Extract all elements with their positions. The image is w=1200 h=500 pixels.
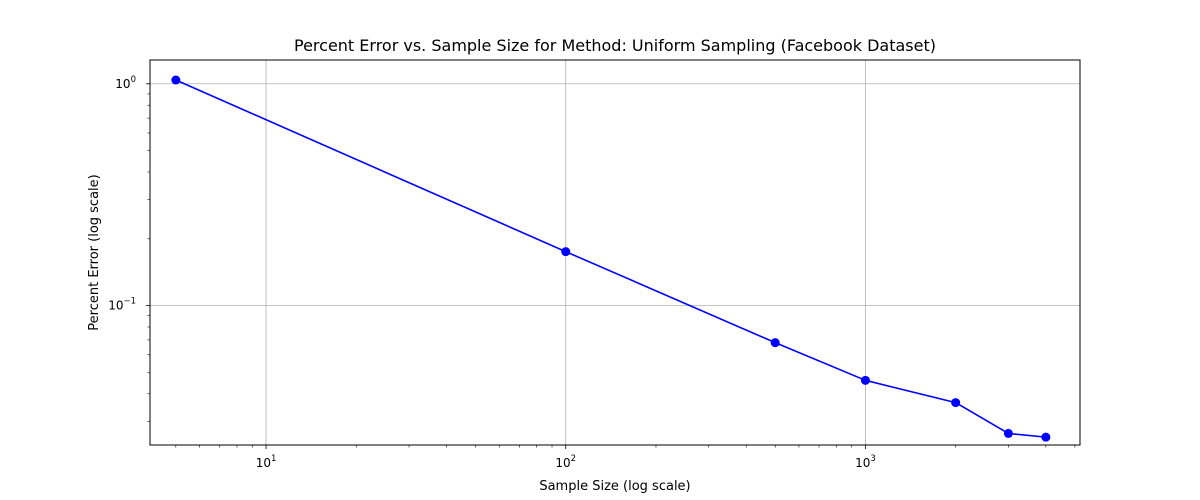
data-point [770, 338, 780, 348]
data-point [1041, 432, 1051, 442]
y-tick-label: 10−1 [108, 297, 136, 313]
y-tick-label: 100 [115, 75, 136, 91]
plot-frame [149, 59, 1081, 446]
y-axis-label: Percent Error (log scale) [87, 174, 102, 330]
x-tick-label: 101 [256, 454, 277, 470]
data-point [951, 398, 961, 408]
grid [150, 60, 1080, 445]
x-tick-label: 103 [855, 454, 876, 470]
chart-title: Percent Error vs. Sample Size for Method… [294, 36, 936, 55]
axis-ticks: 101 102 103 100 10−1 [108, 75, 1076, 470]
data-series [171, 75, 1051, 442]
x-tick-label: 102 [555, 454, 576, 470]
x-axis-label: Sample Size (log scale) [539, 479, 690, 494]
data-point [860, 375, 870, 385]
data-point [561, 247, 571, 257]
data-point [171, 75, 181, 85]
data-point [1003, 428, 1013, 438]
